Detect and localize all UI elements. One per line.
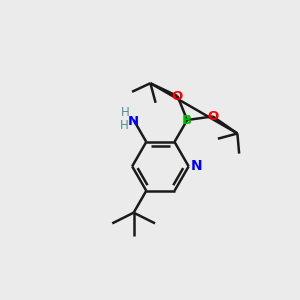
- Text: O: O: [172, 89, 183, 103]
- Text: O: O: [207, 110, 218, 123]
- Text: B: B: [182, 113, 192, 127]
- Text: H: H: [121, 106, 130, 119]
- Text: N: N: [128, 115, 139, 128]
- Text: N: N: [191, 159, 203, 173]
- Text: H: H: [120, 119, 128, 133]
